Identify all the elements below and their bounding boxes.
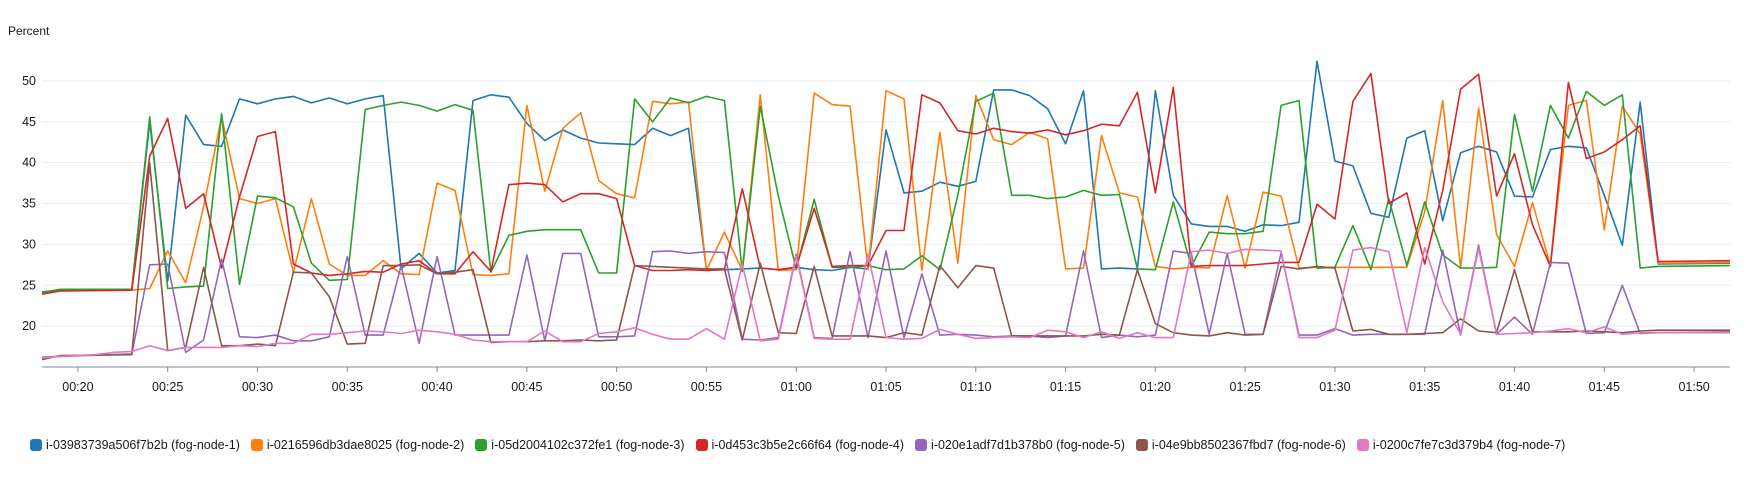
y-axis-ticks: 20 25 30 35 40 45 50 xyxy=(22,74,36,333)
x-tick-label: 01:35 xyxy=(1409,380,1440,394)
y-axis-label: Percent xyxy=(8,24,50,38)
x-tick-label: 00:20 xyxy=(62,380,93,394)
x-tick-label: 00:55 xyxy=(691,380,722,394)
legend-item-fog-node-2[interactable]: i-0216596db3dae8025 (fog-node-2) xyxy=(250,438,465,452)
x-tick-label: 01:00 xyxy=(781,380,812,394)
series-line-fog-node-3[interactable] xyxy=(41,90,1731,294)
x-tick-label: 00:35 xyxy=(332,380,363,394)
series-lines xyxy=(41,60,1731,361)
legend-label: i-0216596db3dae8025 (fog-node-2) xyxy=(266,438,465,452)
legend-label: i-0d453c3b5e2c66f64 (fog-node-4) xyxy=(711,438,905,452)
legend-swatch xyxy=(915,439,927,451)
x-tick-label: 01:40 xyxy=(1499,380,1530,394)
series-line-fog-node-4[interactable] xyxy=(41,72,1731,295)
series-line-fog-node-2[interactable] xyxy=(41,89,1731,295)
legend-item-fog-node-6[interactable]: i-04e9bb8502367fbd7 (fog-node-6) xyxy=(1135,438,1346,452)
y-tick-label: 45 xyxy=(22,115,36,129)
x-tick-label: 01:20 xyxy=(1140,380,1171,394)
legend-swatch xyxy=(250,439,263,451)
series-line-fog-node-1[interactable] xyxy=(41,60,1731,293)
y-tick-label: 25 xyxy=(22,278,36,292)
x-tick-label: 01:10 xyxy=(960,380,991,394)
legend-label: i-04e9bb8502367fbd7 (fog-node-6) xyxy=(1151,438,1346,452)
series-line-fog-node-7[interactable] xyxy=(41,246,1730,359)
legend-item-fog-node-5[interactable]: i-020e1adf7d1b378b0 (fog-node-5) xyxy=(915,438,1125,452)
x-tick-label: 00:30 xyxy=(242,380,273,394)
y-tick-label: 50 xyxy=(22,74,36,88)
legend-swatch xyxy=(475,439,488,451)
legend: i-03983739a506f7b2b (fog-node-1) i-021659… xyxy=(30,438,1565,452)
y-tick-label: 35 xyxy=(22,197,36,211)
x-axis-ticks: 00:20 00:25 00:30 00:35 00:40 00:45 00:50 00:55… xyxy=(62,367,1710,394)
legend-label: i-05d2004102c372fe1 (fog-node-3) xyxy=(491,438,685,452)
y-tick-label: 20 xyxy=(22,319,36,333)
legend-item-fog-node-4[interactable]: i-0d453c3b5e2c66f64 (fog-node-4) xyxy=(695,438,905,452)
x-tick-label: 01:25 xyxy=(1230,380,1261,394)
legend-item-fog-node-3[interactable]: i-05d2004102c372fe1 (fog-node-3) xyxy=(475,438,685,452)
y-tick-label: 30 xyxy=(22,237,36,251)
legend-swatch xyxy=(30,439,42,451)
x-tick-label: 01:45 xyxy=(1589,380,1620,394)
legend-swatch xyxy=(1135,439,1148,451)
legend-label: i-03983739a506f7b2b (fog-node-1) xyxy=(46,438,240,452)
x-tick-label: 00:50 xyxy=(601,380,632,394)
x-tick-label: 01:30 xyxy=(1319,380,1350,394)
y-tick-label: 40 xyxy=(22,156,36,170)
x-tick-label: 01:15 xyxy=(1050,380,1081,394)
legend-item-fog-node-7[interactable]: i-0200c7fe7c3d379b4 (fog-node-7) xyxy=(1356,438,1566,452)
legend-swatch xyxy=(1356,439,1369,451)
x-tick-label: 00:40 xyxy=(421,380,452,394)
x-tick-label: 01:05 xyxy=(870,380,901,394)
legend-swatch xyxy=(695,439,708,451)
legend-label: i-0200c7fe7c3d379b4 (fog-node-7) xyxy=(1372,438,1566,452)
x-tick-label: 00:45 xyxy=(511,380,542,394)
legend-item-fog-node-1[interactable]: i-03983739a506f7b2b (fog-node-1) xyxy=(30,438,240,452)
x-tick-label: 01:50 xyxy=(1678,380,1709,394)
x-tick-label: 00:25 xyxy=(152,380,183,394)
legend-label: i-020e1adf7d1b378b0 (fog-node-5) xyxy=(931,438,1125,452)
